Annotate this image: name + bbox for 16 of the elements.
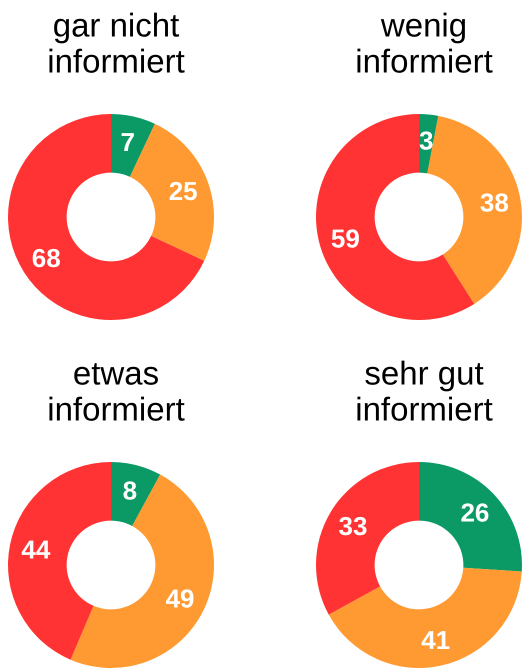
chart-title: etwas informiert (47, 354, 185, 428)
data-label: 7 (120, 127, 135, 158)
data-label: 68 (32, 243, 61, 274)
data-label: 25 (168, 176, 198, 206)
chart-title: sehr gut informiert (355, 354, 493, 428)
data-label: 26 (460, 498, 490, 528)
data-label: 41 (421, 624, 450, 655)
data-label: 38 (480, 188, 509, 218)
chart-title: wenig informiert (355, 6, 493, 80)
data-label: 44 (21, 534, 51, 565)
chart-title: gar nicht informiert (47, 6, 185, 80)
data-label: 8 (122, 476, 138, 506)
data-label: 3 (418, 126, 434, 156)
data-label: 49 (166, 583, 194, 614)
data-label: 59 (330, 223, 360, 254)
data-label: 33 (338, 510, 368, 541)
